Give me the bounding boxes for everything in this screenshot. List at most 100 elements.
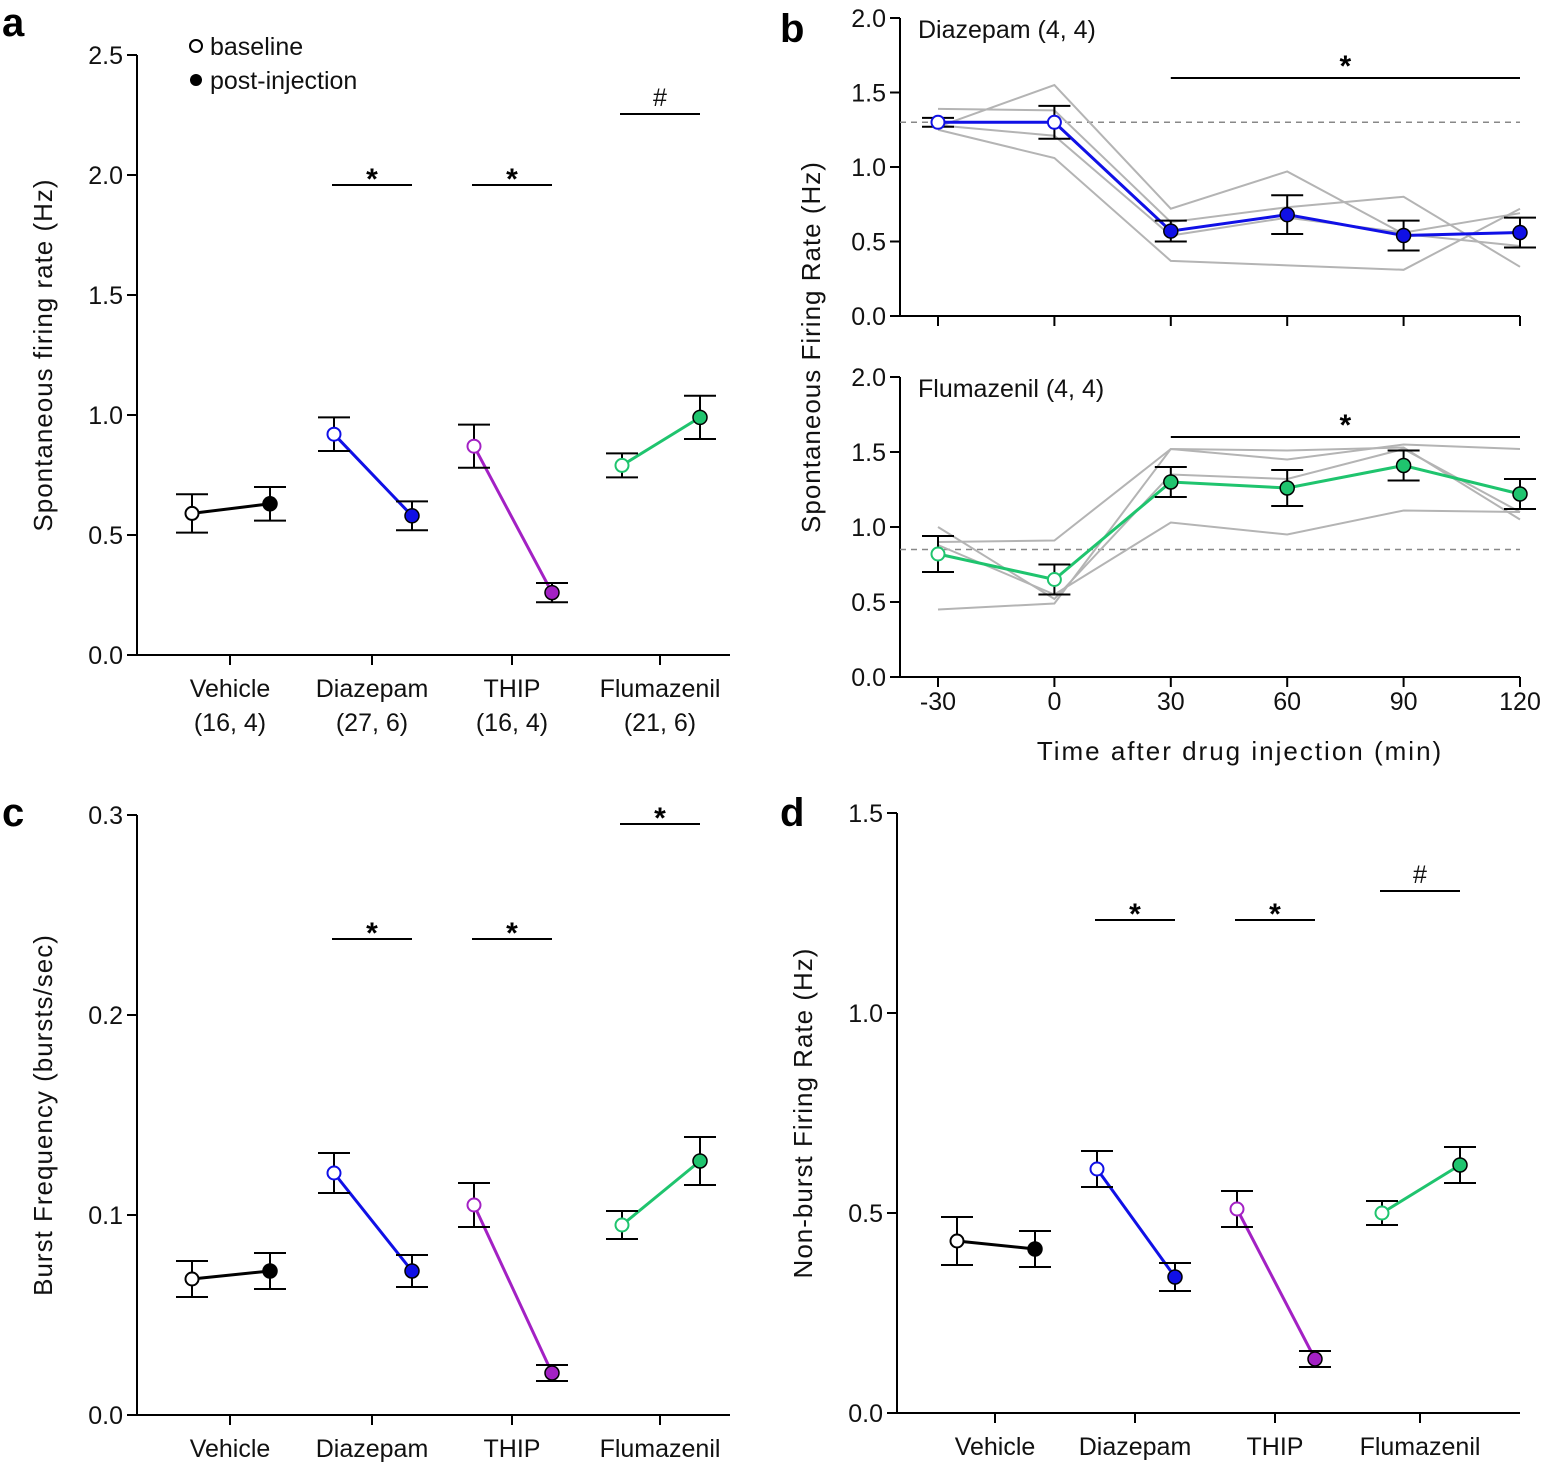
y-tick-label: 1.5 [851, 80, 886, 108]
post-point [1395, 227, 1412, 244]
post-point [1163, 474, 1179, 490]
y-tick-label: 1.5 [88, 282, 123, 310]
x-tick-sample-size: (16, 4) [476, 709, 548, 737]
y-tick-label: 0.5 [851, 589, 886, 617]
post-point [1163, 223, 1179, 239]
mean-line-thip [472, 1204, 554, 1374]
individual-line [937, 107, 1521, 268]
individual-line [937, 446, 1521, 611]
individual-line [937, 124, 1521, 237]
x-tick-sample-size: (27, 6) [336, 709, 408, 737]
y-tick-label: 0.5 [88, 522, 123, 550]
y-axis-label: Spontaneous firing rate (Hz) [28, 178, 58, 531]
x-tick-sample-size: (21, 6) [624, 709, 696, 737]
post-point [404, 508, 420, 524]
x-tick-label: 0 [1047, 688, 1061, 716]
subplot-title: Diazepam (4, 4) [918, 16, 1096, 44]
legend-post-label: post-injection [210, 67, 357, 95]
baseline-point [184, 1271, 200, 1287]
x-tick-label: 60 [1273, 688, 1301, 716]
x-tick-label: Flumazenil [600, 1435, 721, 1463]
y-tick-label: 0.0 [851, 664, 886, 692]
panel-label: b [780, 7, 804, 51]
y-tick-label: 1.5 [851, 439, 886, 467]
x-tick-label: Flumazenil [1360, 1433, 1481, 1461]
baseline-point [466, 1197, 482, 1213]
y-axis-label: Non-burst Firing Rate (Hz) [788, 948, 818, 1279]
x-tick-label: THIP [1247, 1433, 1304, 1461]
x-tick-label: Diazepam [316, 675, 429, 703]
post-point [262, 1263, 278, 1279]
baseline-point [614, 457, 630, 473]
y-tick-label: 1.0 [851, 514, 886, 542]
y-tick-label: 1.0 [851, 154, 886, 182]
y-tick-label: 0.0 [88, 1402, 123, 1430]
post-point [544, 584, 560, 601]
post-point [1307, 1351, 1323, 1367]
post-point [1395, 457, 1412, 474]
significance-marker: * [1129, 898, 1141, 931]
significance-marker: * [1340, 50, 1352, 83]
mean-line-flumazenil [1381, 1163, 1461, 1215]
mean-line-diazepam [332, 433, 414, 517]
y-tick-label: 2.0 [851, 5, 886, 33]
individual-line [937, 509, 1521, 596]
baseline-point [614, 1217, 630, 1233]
mean-line-flumazenil [937, 463, 1521, 582]
mean-line-diazepam [938, 120, 1521, 238]
y-tick-label: 0.3 [88, 802, 123, 830]
y-tick-label: 0.5 [848, 1200, 883, 1228]
mean-line-vehicle [191, 502, 271, 515]
significance-marker: # [1413, 861, 1427, 889]
x-tick-label: Vehicle [190, 675, 271, 703]
x-tick-label: THIP [484, 675, 541, 703]
y-tick-label: 0.5 [851, 229, 886, 257]
x-tick-label: -30 [920, 688, 956, 716]
individual-line [937, 443, 1521, 543]
individual-line [937, 128, 1521, 271]
x-tick-label: 120 [1499, 688, 1541, 716]
significance-marker: * [366, 163, 378, 196]
baseline-point [1046, 114, 1062, 130]
baseline-point [326, 426, 342, 442]
y-tick-label: 0.2 [88, 1002, 123, 1030]
post-point [1027, 1241, 1043, 1257]
panel-label: c [2, 791, 24, 835]
post-point [1512, 486, 1528, 502]
legend-baseline-marker [189, 39, 203, 53]
y-tick-label: 0.0 [851, 303, 886, 331]
y-tick-label: 2.0 [88, 162, 123, 190]
x-tick-label: 90 [1390, 688, 1418, 716]
post-point [692, 409, 708, 426]
significance-marker: * [506, 163, 518, 196]
x-tick-sample-size: (16, 4) [194, 709, 266, 737]
post-point [1512, 224, 1528, 241]
mean-line-flumazenil [621, 416, 701, 467]
y-tick-label: 1.0 [848, 1000, 883, 1028]
x-axis-label: Time after drug injection (min) [1037, 736, 1443, 766]
mean-line-diazepam [332, 1172, 414, 1272]
significance-marker: * [1269, 898, 1281, 931]
x-tick-label: Diazepam [316, 1435, 429, 1463]
x-tick-label: THIP [484, 1435, 541, 1463]
baseline-point [466, 438, 482, 454]
y-axis-label: Spontaneous Firing Rate (Hz) [796, 161, 826, 533]
post-point [1279, 206, 1295, 223]
post-point [544, 1365, 560, 1381]
baseline-point [1046, 572, 1062, 587]
significance-marker: * [366, 917, 378, 950]
baseline-point [1089, 1161, 1105, 1177]
y-tick-label: 0.1 [88, 1202, 123, 1230]
y-tick-label: 1.0 [88, 402, 123, 430]
baseline-point [949, 1233, 965, 1249]
post-point [1279, 480, 1295, 496]
significance-marker: # [653, 84, 667, 112]
baseline-point [1229, 1201, 1245, 1217]
y-axis-label: Burst Frequency (bursts/sec) [28, 934, 58, 1296]
y-tick-label: 1.5 [848, 800, 883, 828]
post-point [1167, 1269, 1183, 1285]
x-tick-label: Flumazenil [600, 675, 721, 703]
mean-line-thip [472, 445, 554, 594]
panel-label: a [2, 1, 25, 45]
